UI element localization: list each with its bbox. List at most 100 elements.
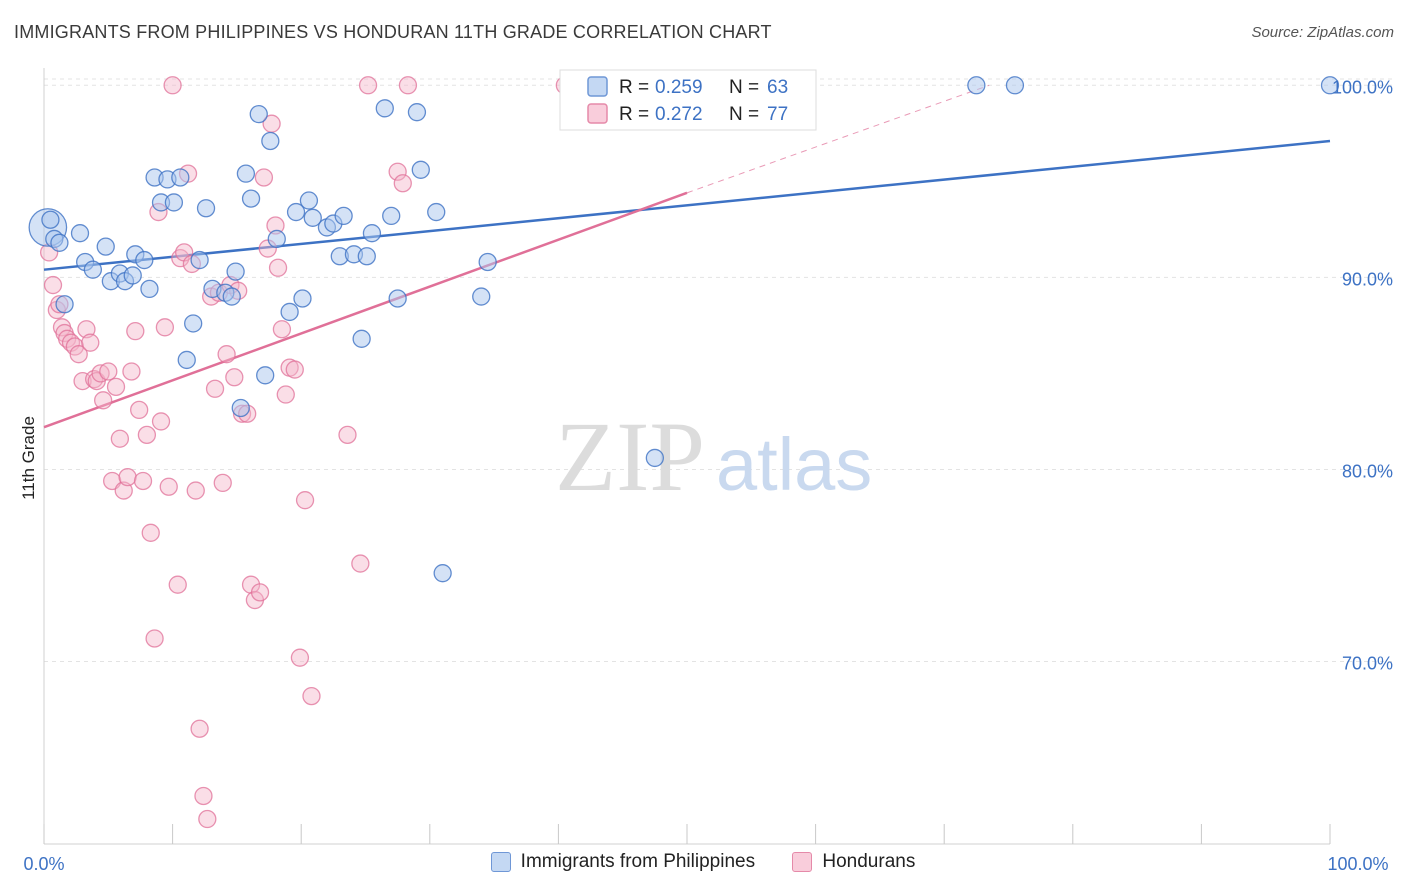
- data-point-hondurans: [186, 481, 205, 500]
- data-point-hondurans: [81, 333, 100, 352]
- tick-labels: 70.0% 80.0% 90.0% 100.0% 0.0% 100.0%: [23, 77, 1393, 874]
- data-point-hondurans: [122, 362, 141, 381]
- data-point-philippines: [241, 189, 261, 208]
- data-point-philippines: [427, 202, 446, 222]
- stats-n-value: 63: [767, 77, 788, 98]
- data-point-philippines: [140, 279, 159, 299]
- data-point-hondurans: [290, 648, 310, 667]
- data-point-philippines: [1320, 76, 1340, 95]
- data-point-hondurans: [77, 320, 96, 339]
- data-point-hondurans: [225, 368, 244, 387]
- data-point-philippines: [222, 287, 241, 306]
- data-point-hondurans: [194, 786, 213, 806]
- data-point-philippines: [382, 206, 401, 226]
- legend-label-hondurans: Hondurans: [822, 851, 916, 872]
- data-point-hondurans: [398, 76, 418, 95]
- data-point-hondurans: [133, 471, 153, 491]
- data-point-philippines: [411, 160, 430, 179]
- data-point-philippines: [1005, 76, 1025, 95]
- data-point-hondurans: [151, 412, 171, 431]
- data-point-philippines: [123, 266, 142, 285]
- data-point-philippines: [55, 295, 74, 314]
- trend-lines: [43, 84, 1331, 429]
- data-point-hondurans: [338, 425, 357, 445]
- data-point-philippines: [190, 250, 209, 270]
- y-tick-label: 70.0%: [1342, 654, 1393, 674]
- data-point-hondurans: [106, 377, 126, 397]
- data-point-philippines: [256, 366, 275, 385]
- data-point-philippines: [967, 76, 986, 95]
- data-point-philippines: [352, 329, 371, 348]
- data-point-philippines: [171, 168, 190, 187]
- y-axis-label: 11th Grade: [19, 416, 38, 500]
- data-point-hondurans: [268, 258, 288, 277]
- data-point-hondurans: [155, 318, 175, 337]
- data-point-hondurans: [110, 429, 130, 448]
- data-point-philippines: [196, 199, 216, 218]
- data-point-hondurans: [213, 473, 232, 493]
- x-tick-label: 100.0%: [1327, 854, 1388, 874]
- data-point-hondurans: [190, 719, 209, 738]
- data-point-hondurans: [99, 362, 118, 381]
- data-point-hondurans: [130, 400, 149, 420]
- data-point-philippines: [388, 289, 407, 308]
- x-tick-label: 0.0%: [23, 854, 64, 874]
- trend-line-philippines: [43, 139, 1331, 271]
- data-point-philippines: [184, 314, 203, 333]
- legend-item-hondurans: Hondurans: [792, 851, 915, 873]
- y-tick-label: 80.0%: [1342, 461, 1393, 481]
- stats-n-value: 77: [767, 104, 788, 125]
- stats-r-label: R =: [619, 77, 649, 98]
- data-point-philippines: [299, 191, 319, 210]
- data-point-philippines: [249, 104, 268, 124]
- data-point-philippines: [334, 206, 353, 226]
- data-point-hondurans: [388, 162, 407, 181]
- data-point-philippines: [96, 237, 115, 256]
- watermark-atlas: atlas: [716, 423, 872, 506]
- legend-item-philippines: Immigrants from Philippines: [490, 851, 756, 873]
- data-point-philippines: [472, 287, 491, 306]
- stats-n-label: N =: [729, 77, 759, 98]
- data-point-hondurans: [295, 491, 315, 510]
- data-point-hondurans: [285, 360, 304, 379]
- data-point-hondurans: [302, 686, 321, 706]
- axes: [43, 68, 1331, 845]
- stats-box: R = 0.259 N = 63 R = 0.272 N = 77: [559, 69, 817, 131]
- legend-label-philippines: Immigrants from Philippines: [520, 851, 756, 872]
- data-point-philippines: [362, 224, 382, 243]
- data-point-hondurans: [351, 554, 370, 573]
- data-point-philippines: [177, 350, 196, 370]
- stats-n-label: N =: [729, 104, 759, 125]
- chart-title: IMMIGRANTS FROM PHILIPPINES VS HONDURAN …: [14, 22, 772, 42]
- data-point-philippines: [303, 208, 322, 227]
- data-point-hondurans: [168, 575, 187, 594]
- data-point-philippines: [407, 103, 427, 122]
- data-point-hondurans: [393, 174, 412, 193]
- data-point-philippines: [645, 448, 664, 468]
- data-point-philippines: [164, 193, 184, 212]
- data-point-philippines: [231, 398, 250, 418]
- watermark-zip: ZIP: [555, 401, 705, 512]
- stats-swatch: [587, 76, 608, 97]
- data-point-hondurans: [137, 425, 157, 445]
- data-point-philippines: [261, 131, 280, 151]
- data-point-hondurans: [358, 76, 378, 95]
- stats-r-value: 0.259: [655, 77, 703, 98]
- data-point-hondurans: [118, 467, 137, 487]
- data-point-philippines: [83, 260, 103, 279]
- watermark: ZIP atlas: [555, 401, 872, 512]
- legend: Immigrants from Philippines Hondurans: [0, 851, 1406, 878]
- data-point-philippines: [267, 229, 286, 249]
- data-point-philippines: [433, 564, 452, 583]
- data-point-hondurans: [114, 481, 133, 500]
- data-point-hondurans: [159, 477, 178, 496]
- data-point-hondurans: [198, 809, 217, 829]
- data-point-philippines: [280, 302, 299, 322]
- data-point-philippines: [226, 262, 245, 281]
- data-point-hondurans: [94, 391, 113, 410]
- legend-swatch-pink: [792, 852, 813, 872]
- data-point-hondurans: [250, 583, 270, 602]
- data-point-hondurans: [43, 275, 63, 295]
- data-point-hondurans: [217, 345, 236, 364]
